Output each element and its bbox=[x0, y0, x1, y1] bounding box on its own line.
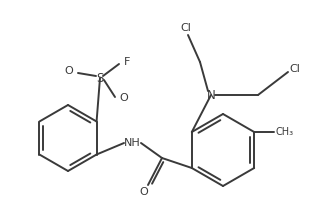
Text: NH: NH bbox=[124, 138, 140, 148]
Text: O: O bbox=[120, 93, 129, 103]
Text: CH₃: CH₃ bbox=[275, 127, 293, 137]
Text: O: O bbox=[140, 187, 148, 197]
Text: Cl: Cl bbox=[290, 64, 301, 74]
Text: Cl: Cl bbox=[181, 23, 191, 33]
Text: F: F bbox=[124, 57, 130, 67]
Text: O: O bbox=[65, 66, 73, 76]
Text: N: N bbox=[207, 88, 215, 101]
Text: S: S bbox=[96, 71, 104, 84]
